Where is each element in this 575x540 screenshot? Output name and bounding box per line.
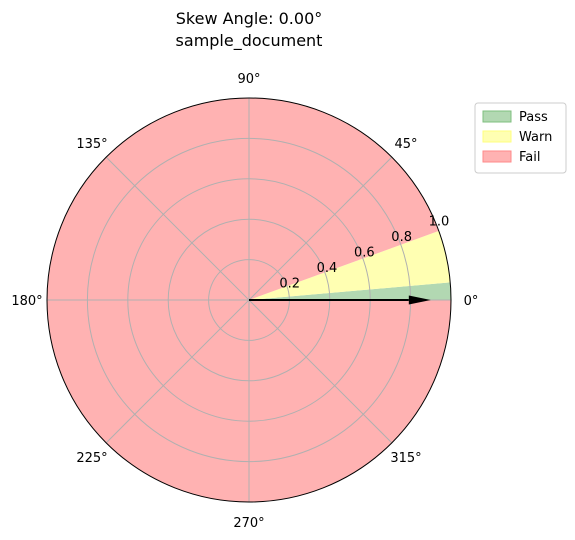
legend-label-pass: Pass xyxy=(519,110,548,125)
legend-label-warn: Warn xyxy=(519,130,552,145)
angle-tick-label: 315° xyxy=(390,451,421,466)
legend-swatch-fail xyxy=(483,151,511,162)
legend-swatch-pass xyxy=(483,111,511,122)
chart-subtitle: sample_document xyxy=(176,31,323,51)
angle-tick-label: 225° xyxy=(76,451,107,466)
angle-tick-label: 135° xyxy=(76,137,107,152)
angle-tick-label: 180° xyxy=(11,294,42,309)
radial-tick-label: 0.2 xyxy=(279,277,300,292)
angle-tick-label: 45° xyxy=(394,137,417,152)
legend-label-fail: Fail xyxy=(519,150,540,165)
angle-tick-label: 90° xyxy=(237,72,260,87)
radial-tick-label: 1.0 xyxy=(429,215,450,230)
radial-tick-label: 0.6 xyxy=(354,246,375,261)
radial-tick-label: 0.4 xyxy=(317,261,338,276)
legend: Pass Warn Fail xyxy=(475,103,566,173)
angle-tick-label: 270° xyxy=(233,516,264,531)
legend-swatch-warn xyxy=(483,131,511,142)
chart-title: Skew Angle: 0.00° xyxy=(176,9,323,28)
radial-tick-label: 0.8 xyxy=(391,230,412,245)
angle-tick-label: 0° xyxy=(464,294,479,309)
